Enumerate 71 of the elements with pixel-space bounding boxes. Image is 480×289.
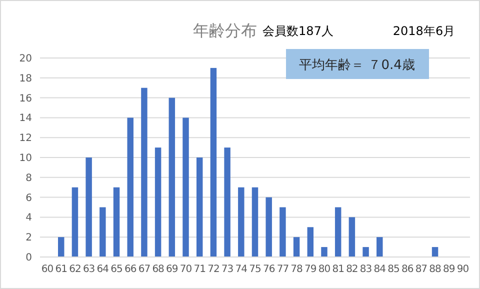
bar	[127, 118, 134, 257]
annotation: 平均年齢＝ ７0.4歳	[299, 58, 415, 73]
bar	[224, 148, 230, 257]
x-tick-label: 81	[332, 264, 344, 275]
bar	[154, 148, 162, 257]
y-tick-label: 12	[19, 133, 32, 144]
y-tick-label: 6	[26, 192, 32, 204]
x-tick-label: 75	[249, 264, 261, 275]
x-tick-label: 82	[346, 264, 358, 275]
y-tick-label: 8	[26, 172, 32, 184]
x-tick-label: 72	[208, 264, 220, 275]
bar	[196, 158, 203, 257]
text: 会員数187人	[262, 24, 334, 38]
y-tick-label: 16	[19, 93, 32, 104]
bar	[376, 237, 383, 257]
bar	[168, 98, 176, 257]
x-tick-label: 89	[443, 264, 455, 275]
x-tick-label: 83	[360, 264, 372, 275]
bar	[141, 88, 148, 257]
bar	[72, 187, 78, 257]
x-tick-label: 69	[166, 264, 178, 275]
y-tick-label: 4	[26, 212, 32, 224]
x-tick-label: 74	[235, 264, 248, 275]
x-tick-label: 87	[415, 264, 428, 275]
x-tick-label: 66	[124, 264, 136, 275]
x-tick-label: 88	[429, 264, 442, 275]
y-tick-label: 14	[19, 113, 32, 124]
bar	[266, 197, 272, 257]
x-tick-label: 90	[456, 264, 469, 275]
x-tick-label: 79	[304, 264, 316, 275]
x-tick-label: 68	[152, 264, 164, 275]
y-tick-label: 0	[26, 252, 32, 264]
bar	[432, 247, 438, 257]
bar	[362, 247, 369, 257]
y-tick-label: 18	[19, 73, 32, 84]
x-tick-label: 84	[374, 264, 386, 275]
x-tick-label: 73	[221, 264, 234, 275]
bar	[210, 68, 217, 257]
bar	[280, 207, 286, 257]
bar	[113, 187, 120, 257]
x-tick-label: 63	[82, 264, 95, 275]
y-tick-label: 10	[19, 153, 32, 164]
x-tick-label: 70	[180, 264, 192, 275]
x-tick-label: 62	[69, 264, 81, 275]
bar	[238, 187, 244, 257]
bar	[321, 247, 328, 257]
x-tick-label: 76	[262, 264, 275, 275]
bar	[334, 207, 342, 257]
bar	[252, 187, 258, 257]
bar	[86, 158, 92, 257]
bar	[293, 237, 300, 257]
chart-title: 年齢分布	[193, 21, 257, 40]
x-tick-label: 60	[41, 264, 54, 275]
x-tick-label: 78	[290, 264, 303, 275]
bar	[348, 217, 356, 257]
x-tick-label: 61	[55, 264, 68, 275]
x-tick-label: 71	[194, 264, 206, 275]
y-tick-label: 2	[26, 232, 32, 244]
x-tick-label: 67	[138, 264, 150, 275]
text: 2018年6月	[392, 24, 456, 38]
bar	[307, 227, 314, 257]
bar	[58, 237, 64, 257]
x-tick-label: 77	[276, 264, 289, 275]
x-tick-label: 64	[96, 264, 109, 275]
x-tick-label: 86	[401, 264, 414, 275]
y-tick-label: 20	[19, 54, 32, 64]
x-tick-label: 80	[318, 264, 330, 275]
x-tick-label: 85	[388, 264, 400, 275]
bar	[182, 118, 189, 257]
bar	[100, 207, 106, 257]
x-tick-label: 65	[110, 264, 123, 275]
